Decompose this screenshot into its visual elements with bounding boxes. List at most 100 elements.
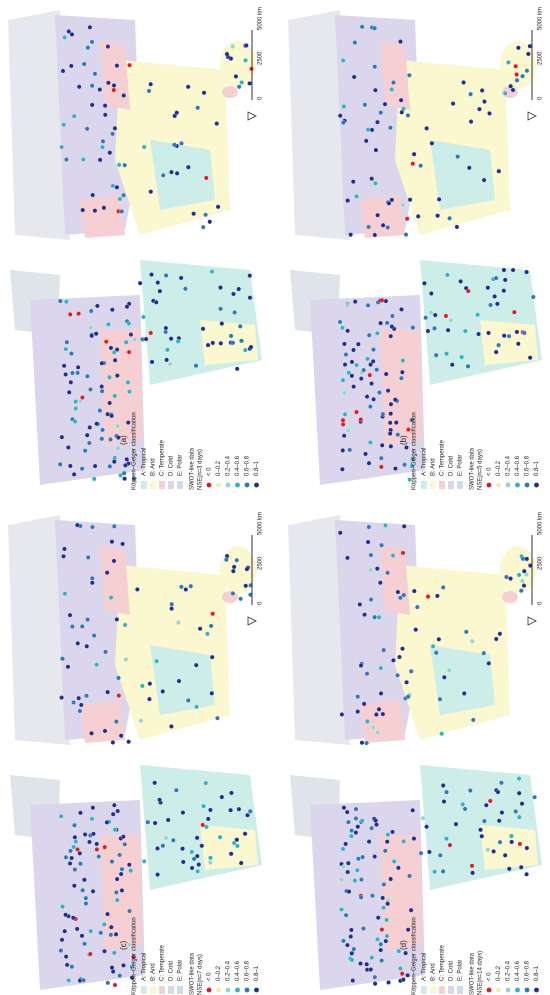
station-dot [372, 614, 377, 620]
station-dot [237, 323, 243, 329]
station-dot [64, 299, 69, 305]
station-dot [495, 301, 500, 307]
station-dot [197, 626, 203, 632]
scale-label: 5000 km [538, 7, 544, 30]
station-dot [389, 324, 395, 329]
legend-dot [235, 482, 240, 488]
station-dot [114, 63, 120, 68]
legend-label: E: Polar [458, 455, 464, 476]
station-dot [496, 342, 501, 348]
station-dot [354, 194, 359, 199]
station-dot [203, 212, 208, 218]
station-dot [209, 690, 215, 696]
station-dot [346, 819, 351, 825]
land-tropical [150, 140, 215, 210]
station-dot [344, 809, 350, 815]
station-dot [244, 43, 249, 48]
station-dot [368, 567, 373, 573]
station-dot [157, 797, 162, 803]
station-dot [94, 662, 100, 668]
station-dot [95, 303, 100, 309]
station-dot [169, 601, 175, 607]
station-dot [99, 384, 105, 389]
station-dot [481, 177, 487, 183]
station-dot [448, 317, 454, 323]
map-panel: 0 2500 5000 km (a) Köppen–Geiger classificat… [8, 7, 264, 490]
station-dot [68, 63, 74, 69]
station-dot [87, 951, 93, 957]
station-dot [510, 267, 516, 273]
station-dot [497, 839, 503, 845]
station-dot [410, 807, 416, 813]
station-dot [62, 546, 67, 552]
station-dot [362, 612, 367, 618]
legend-swatch [457, 481, 463, 489]
station-dot [425, 594, 431, 599]
station-dot [388, 401, 394, 407]
station-dot [504, 574, 509, 580]
station-dot [62, 591, 68, 597]
station-dot [102, 844, 108, 850]
station-dot [73, 839, 79, 844]
station-dot [487, 111, 492, 116]
legend-title: NSE(n=5 days) [478, 449, 484, 490]
station-dot [502, 852, 508, 858]
station-dot [140, 683, 145, 689]
station-dot [124, 456, 130, 462]
station-dot [470, 717, 476, 723]
station-dot [403, 950, 408, 956]
scale-label: 2500 [258, 51, 264, 65]
station-dot [408, 668, 414, 674]
station-dot [68, 379, 74, 385]
station-dot [214, 121, 220, 126]
south-america-arid [480, 825, 538, 870]
station-dot [236, 806, 242, 812]
station-dot [155, 872, 160, 877]
station-dot [398, 97, 404, 103]
station-dot [521, 330, 527, 336]
station-dot [230, 340, 236, 346]
station-dot [376, 614, 382, 620]
legend-label: 0.8–1 [534, 460, 540, 476]
station-dot [349, 828, 354, 833]
station-dot [80, 157, 86, 162]
station-dot [524, 269, 529, 275]
station-dot [100, 144, 105, 150]
legend-label: E: Polar [458, 960, 464, 981]
station-dot [371, 347, 376, 352]
station-dot [141, 858, 147, 864]
station-dot [372, 232, 378, 238]
station-dot [341, 104, 347, 109]
station-dot [114, 617, 120, 622]
station-dot [424, 824, 429, 830]
land-tropical [150, 645, 215, 715]
station-dot [97, 408, 103, 413]
station-dot [110, 811, 116, 817]
legend-label: 0–0.2 [216, 460, 222, 476]
station-dot [101, 205, 107, 211]
legend-label: C: Temperate [440, 944, 446, 981]
station-dot [215, 715, 220, 721]
station-dot [85, 617, 90, 622]
station-dot [374, 367, 380, 373]
station-dot [341, 433, 347, 439]
station-dot [355, 709, 361, 714]
legend-label: A: Tropical [142, 448, 148, 476]
station-dot [118, 871, 124, 877]
station-dot [58, 813, 64, 819]
legend-dot [206, 987, 212, 993]
station-dot [359, 24, 365, 30]
station-dot [99, 360, 105, 366]
legend-label: 0.4–0.6 [235, 455, 241, 476]
station-dot [399, 375, 404, 381]
station-dot [62, 35, 67, 40]
station-dot [518, 588, 524, 594]
station-dot [357, 602, 363, 607]
station-dot [355, 824, 361, 830]
station-dot [524, 556, 530, 562]
land-temperate [380, 40, 410, 110]
station-dot [476, 331, 481, 337]
station-dot [176, 678, 182, 684]
station-dot [383, 298, 389, 304]
station-dot [78, 702, 84, 708]
